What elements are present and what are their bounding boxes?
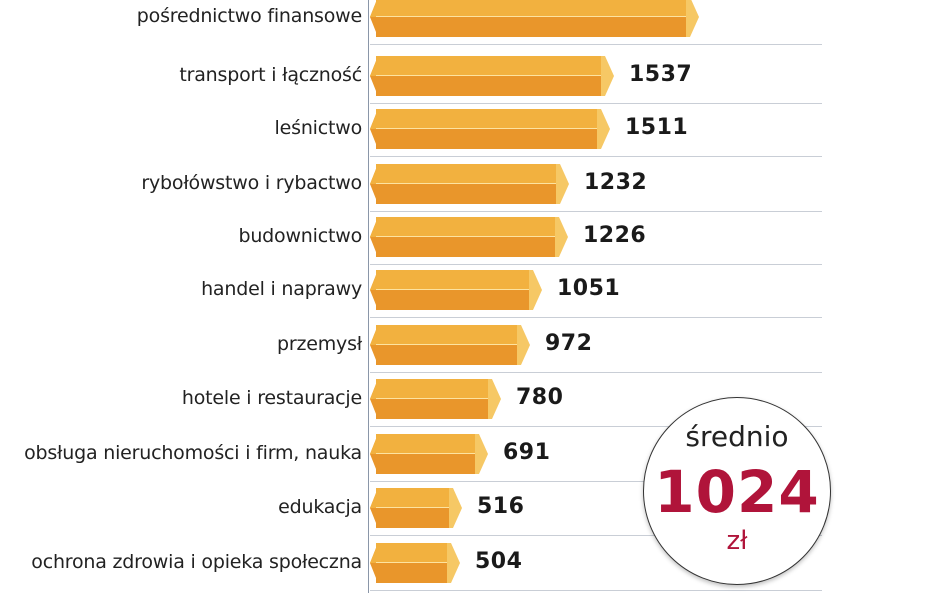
category-label: rybołówstwo i rybactwo xyxy=(141,172,362,194)
bar-row: hotele i restauracje 780 xyxy=(0,376,948,430)
category-label: hotele i restauracje xyxy=(181,387,362,409)
average-label: średnio xyxy=(685,420,789,453)
row-separator xyxy=(370,481,822,482)
value-label: 1051 xyxy=(557,276,621,301)
bar xyxy=(370,434,493,474)
row-separator xyxy=(370,372,822,373)
bar xyxy=(370,56,619,96)
bar-row: obsługa nieruchomości i firm, nauka 691 xyxy=(0,431,948,485)
value-label: 1537 xyxy=(629,62,693,87)
row-separator xyxy=(370,426,822,427)
bar xyxy=(370,109,615,149)
category-label: pośrednictwo finansowe xyxy=(136,5,362,27)
category-label: handel i naprawy xyxy=(201,278,362,300)
value-label: 516 xyxy=(477,494,525,519)
bar-row: transport i łączność 1537 xyxy=(0,53,948,107)
value-label: 972 xyxy=(545,331,593,356)
bar xyxy=(370,543,465,583)
category-label: budownictwo xyxy=(238,225,362,247)
average-value: 1024 xyxy=(654,458,820,526)
row-separator xyxy=(370,156,822,157)
bar xyxy=(370,325,535,365)
row-separator xyxy=(370,535,822,536)
value-label: 1232 xyxy=(584,170,648,195)
bar-row: budownictwo 1226 xyxy=(0,214,948,268)
average-callout: średnio 1024 zł xyxy=(643,397,831,585)
bar-row: handel i naprawy 1051 xyxy=(0,267,948,321)
value-label: 504 xyxy=(475,549,523,574)
average-unit: zł xyxy=(726,526,748,556)
value-label: 1226 xyxy=(583,223,647,248)
category-label: leśnictwo xyxy=(274,117,363,139)
row-separator xyxy=(370,44,822,45)
bar xyxy=(370,488,467,528)
category-label: ochrona zdrowia i opieka społeczna xyxy=(31,551,362,573)
value-label: 1511 xyxy=(625,115,689,140)
y-axis-line xyxy=(368,0,369,593)
row-separator xyxy=(370,103,822,104)
bar xyxy=(370,164,574,204)
bar-row: pośrednictwo finansowe xyxy=(0,0,948,48)
bar-row: rybołówstwo i rybactwo 1232 xyxy=(0,161,948,215)
bar xyxy=(370,379,506,419)
row-separator xyxy=(370,211,822,212)
bar xyxy=(370,270,547,310)
bar-row: leśnictwo 1511 xyxy=(0,106,948,160)
value-label: 780 xyxy=(516,385,564,410)
bar-row: edukacja 516 xyxy=(0,485,948,539)
category-label: przemysł xyxy=(277,333,362,355)
row-separator xyxy=(370,317,822,318)
row-separator xyxy=(370,264,822,265)
value-label: 691 xyxy=(503,440,551,465)
category-label: transport i łączność xyxy=(179,64,362,86)
bar xyxy=(370,217,573,257)
category-label: obsługa nieruchomości i firm, nauka xyxy=(24,442,362,464)
bar-row: przemysł 972 xyxy=(0,322,948,376)
bar-row: ochrona zdrowia i opieka społeczna 504 xyxy=(0,540,948,594)
bar xyxy=(370,0,704,37)
category-label: edukacja xyxy=(278,496,362,518)
row-separator xyxy=(370,590,822,591)
